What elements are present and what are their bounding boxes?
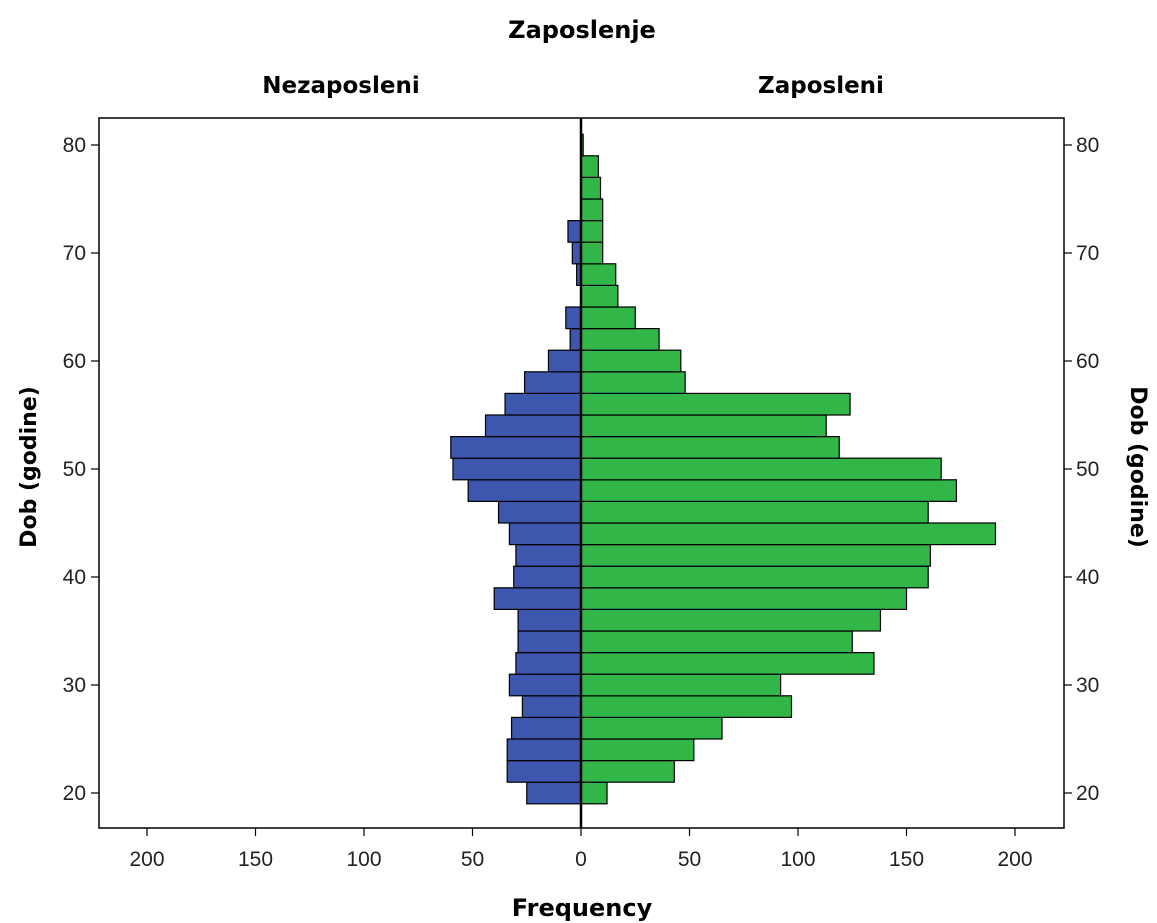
bar-zaposleni-70 <box>580 241 604 265</box>
bar-zaposleni-20 <box>580 781 608 805</box>
bar-nezaposleni-60 <box>547 349 582 373</box>
bar-zaposleni-74 <box>580 198 604 222</box>
bar-nezaposleni-64 <box>565 306 582 330</box>
bar-zaposleni-38 <box>580 587 908 610</box>
bar-nezaposleni-72 <box>567 220 582 243</box>
bar-zaposleni-36 <box>580 608 882 632</box>
bar-nezaposleni-32 <box>515 651 582 675</box>
y-tick-label-left-40: 40 <box>63 566 86 589</box>
bar-nezaposleni-46 <box>497 500 582 524</box>
bar-zaposleni-66 <box>580 284 619 308</box>
x-axis-label: Frequency <box>512 894 653 922</box>
x-tick-label-150: 150 <box>238 848 273 871</box>
bar-zaposleni-76 <box>580 176 602 200</box>
bar-nezaposleni-48 <box>467 479 582 502</box>
bar-nezaposleni-58 <box>523 371 582 394</box>
x-tick-label-0: 0 <box>575 848 587 871</box>
bar-nezaposleni-40 <box>513 565 582 589</box>
bar-zaposleni-32 <box>580 651 875 675</box>
bar-nezaposleni-26 <box>510 716 582 740</box>
y-tick-label-right-40: 40 <box>1076 566 1099 589</box>
bar-zaposleni-54 <box>580 414 827 438</box>
y-tick-label-right-50: 50 <box>1076 458 1099 481</box>
x-tick-label-50: 50 <box>678 848 701 871</box>
x-tick-label-50: 50 <box>461 848 484 871</box>
bar-nezaposleni-20 <box>526 781 582 805</box>
panel-title-zaposleni: Zaposleni <box>758 73 884 99</box>
bar-nezaposleni-36 <box>517 608 582 632</box>
bar-zaposleni-78 <box>580 155 599 179</box>
bar-zaposleni-30 <box>580 673 782 697</box>
y-tick-label-right-80: 80 <box>1076 134 1099 157</box>
bar-zaposleni-68 <box>580 263 617 286</box>
y-tick-label-right-20: 20 <box>1076 782 1099 805</box>
bar-nezaposleni-30 <box>508 673 582 697</box>
bar-zaposleni-62 <box>580 328 660 351</box>
bar-zaposleni-26 <box>580 716 723 740</box>
bar-zaposleni-28 <box>580 695 793 718</box>
bar-zaposleni-40 <box>580 565 929 589</box>
chart-title: Zaposlenje <box>508 16 656 44</box>
bar-nezaposleni-28 <box>521 695 582 718</box>
y-tick-label-left-70: 70 <box>63 242 86 265</box>
series-nezaposleni <box>450 220 582 805</box>
axis-ticks: 200 150 100 50 0 50 100 150 200 20 20 30 30 40 40 50 50 6… <box>63 134 1100 871</box>
bar-nezaposleni-38 <box>493 587 582 610</box>
y-tick-label-right-30: 30 <box>1076 674 1099 697</box>
y-tick-label-right-70: 70 <box>1076 242 1099 265</box>
bar-zaposleni-22 <box>580 759 675 783</box>
bar-nezaposleni-50 <box>452 457 582 481</box>
bar-zaposleni-50 <box>580 457 942 481</box>
y-axis-label-left: Dob (godine) <box>17 386 42 548</box>
panel-title-nezaposleni: Nezaposleni <box>262 73 419 99</box>
bar-nezaposleni-52 <box>450 436 582 459</box>
bar-zaposleni-48 <box>580 479 958 502</box>
bar-zaposleni-34 <box>580 630 853 654</box>
bar-zaposleni-56 <box>580 392 851 416</box>
y-tick-label-left-50: 50 <box>63 458 86 481</box>
x-tick-label-200: 200 <box>997 848 1032 871</box>
x-tick-label-150: 150 <box>889 848 924 871</box>
bar-zaposleni-64 <box>580 306 636 330</box>
bar-zaposleni-42 <box>580 543 931 567</box>
bar-nezaposleni-56 <box>504 392 582 416</box>
bar-zaposleni-72 <box>580 220 604 243</box>
bar-nezaposleni-62 <box>569 328 582 351</box>
y-axis-label-right: Dob (godine) <box>1125 386 1150 548</box>
series-zaposleni <box>580 133 997 805</box>
bar-zaposleni-58 <box>580 371 686 394</box>
bar-zaposleni-46 <box>580 500 929 524</box>
y-tick-label-left-20: 20 <box>63 782 86 805</box>
bar-zaposleni-24 <box>580 738 695 762</box>
bar-nezaposleni-22 <box>506 759 582 783</box>
bar-nezaposleni-24 <box>506 738 582 762</box>
y-tick-label-right-60: 60 <box>1076 350 1099 373</box>
y-tick-label-left-60: 60 <box>63 350 86 373</box>
bar-nezaposleni-42 <box>515 543 582 567</box>
y-tick-label-left-30: 30 <box>63 674 86 697</box>
bar-nezaposleni-70 <box>571 241 582 265</box>
x-tick-label-100: 100 <box>346 848 381 871</box>
bar-zaposleni-44 <box>580 522 997 546</box>
x-tick-label-100: 100 <box>780 848 815 871</box>
x-tick-label-200: 200 <box>129 848 164 871</box>
bar-nezaposleni-34 <box>517 630 582 654</box>
bar-zaposleni-52 <box>580 436 840 459</box>
bar-zaposleni-60 <box>580 349 682 373</box>
bar-nezaposleni-44 <box>508 522 582 546</box>
bar-nezaposleni-54 <box>484 414 582 438</box>
y-tick-label-left-80: 80 <box>63 134 86 157</box>
